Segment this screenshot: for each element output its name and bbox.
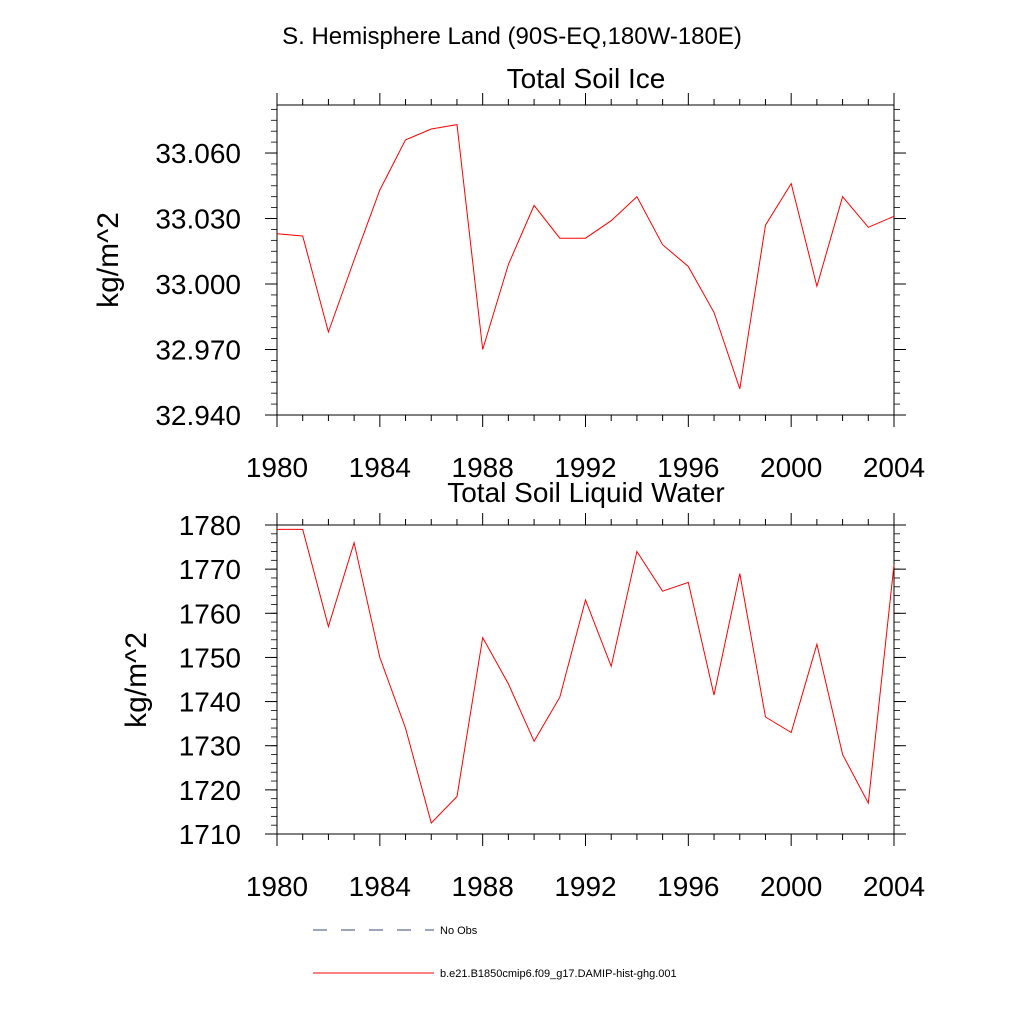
main-title: S. Hemisphere Land (90S-EQ,180W-180E) (282, 23, 742, 50)
y-tick-label: 1730 (179, 731, 241, 762)
y-tick-label: 1750 (179, 642, 241, 673)
series-line (277, 528, 895, 824)
x-tick-label: 1980 (246, 452, 308, 483)
y-tick-label: 33.000 (155, 269, 241, 300)
tick-labels-soil-ice: 1980 1984 1988 1992 1996 2000 2004 32.940 32.970… (155, 138, 925, 483)
y-tick-label: 1740 (179, 687, 241, 718)
x-tick-label: 2004 (863, 871, 925, 902)
plot-frame-soil-liquid-water (276, 524, 895, 835)
y-tick-label: 1710 (179, 819, 241, 850)
x-tick-label: 1988 (452, 871, 514, 902)
y-tick-label: 1720 (179, 775, 241, 806)
x-tick-label: 1984 (349, 871, 411, 902)
x-tick-label: 1992 (554, 871, 616, 902)
y-axis-label-soil-ice: kg/m^2 (92, 212, 125, 308)
legend-label-no-obs: No Obs (440, 925, 478, 937)
x-tick-label: 1988 (452, 452, 514, 483)
series-line (276, 124, 895, 389)
series-soil-liquid-water (277, 528, 895, 824)
y-axis-label-soil-liquid-water: kg/m^2 (120, 632, 153, 728)
y-tick-label: 32.970 (155, 335, 241, 366)
panel-title-soil-ice: Total Soil Ice (507, 63, 666, 94)
legend: No Obs b.e21.B1850cmip6.f09_g17.DAMIP-hi… (313, 925, 677, 980)
y-tick-label: 32.940 (155, 400, 241, 431)
y-tick-label: 33.030 (155, 204, 241, 235)
tick-labels-soil-liquid-water: 1980 1984 1988 1992 1996 2000 2004 1710 1720 1730… (179, 510, 925, 902)
series-soil-ice (276, 124, 895, 389)
y-tick-label: 1770 (179, 554, 241, 585)
y-tick-label: 1760 (179, 598, 241, 629)
legend-item-model-run: b.e21.B1850cmip6.f09_g17.DAMIP-hist-ghg.… (313, 968, 677, 980)
x-tick-label: 1984 (349, 452, 411, 483)
plot-frame-soil-ice (276, 104, 895, 416)
legend-label-model-run: b.e21.B1850cmip6.f09_g17.DAMIP-hist-ghg.… (440, 968, 677, 980)
x-tick-label: 1996 (657, 871, 719, 902)
y-tick-label: 1780 (179, 510, 241, 541)
x-tick-label: 2000 (760, 452, 822, 483)
ticks-soil-liquid-water (265, 513, 906, 846)
panel-soil-ice: Total Soil Ice kg/m^2 1980 1984 1988 1992 19… (92, 63, 925, 483)
legend-item-no-obs: No Obs (313, 925, 478, 937)
x-tick-label: 1992 (554, 452, 616, 483)
ticks-soil-ice (265, 93, 906, 427)
x-tick-label: 2004 (863, 452, 925, 483)
panel-title-soil-liquid-water: Total Soil Liquid Water (447, 477, 725, 508)
x-tick-label: 1996 (657, 452, 719, 483)
x-tick-label: 1980 (246, 871, 308, 902)
x-tick-label: 2000 (760, 871, 822, 902)
panel-soil-liquid-water: Total Soil Liquid Water kg/m^2 1980 1984 1… (120, 477, 925, 902)
y-tick-label: 33.060 (155, 138, 241, 169)
